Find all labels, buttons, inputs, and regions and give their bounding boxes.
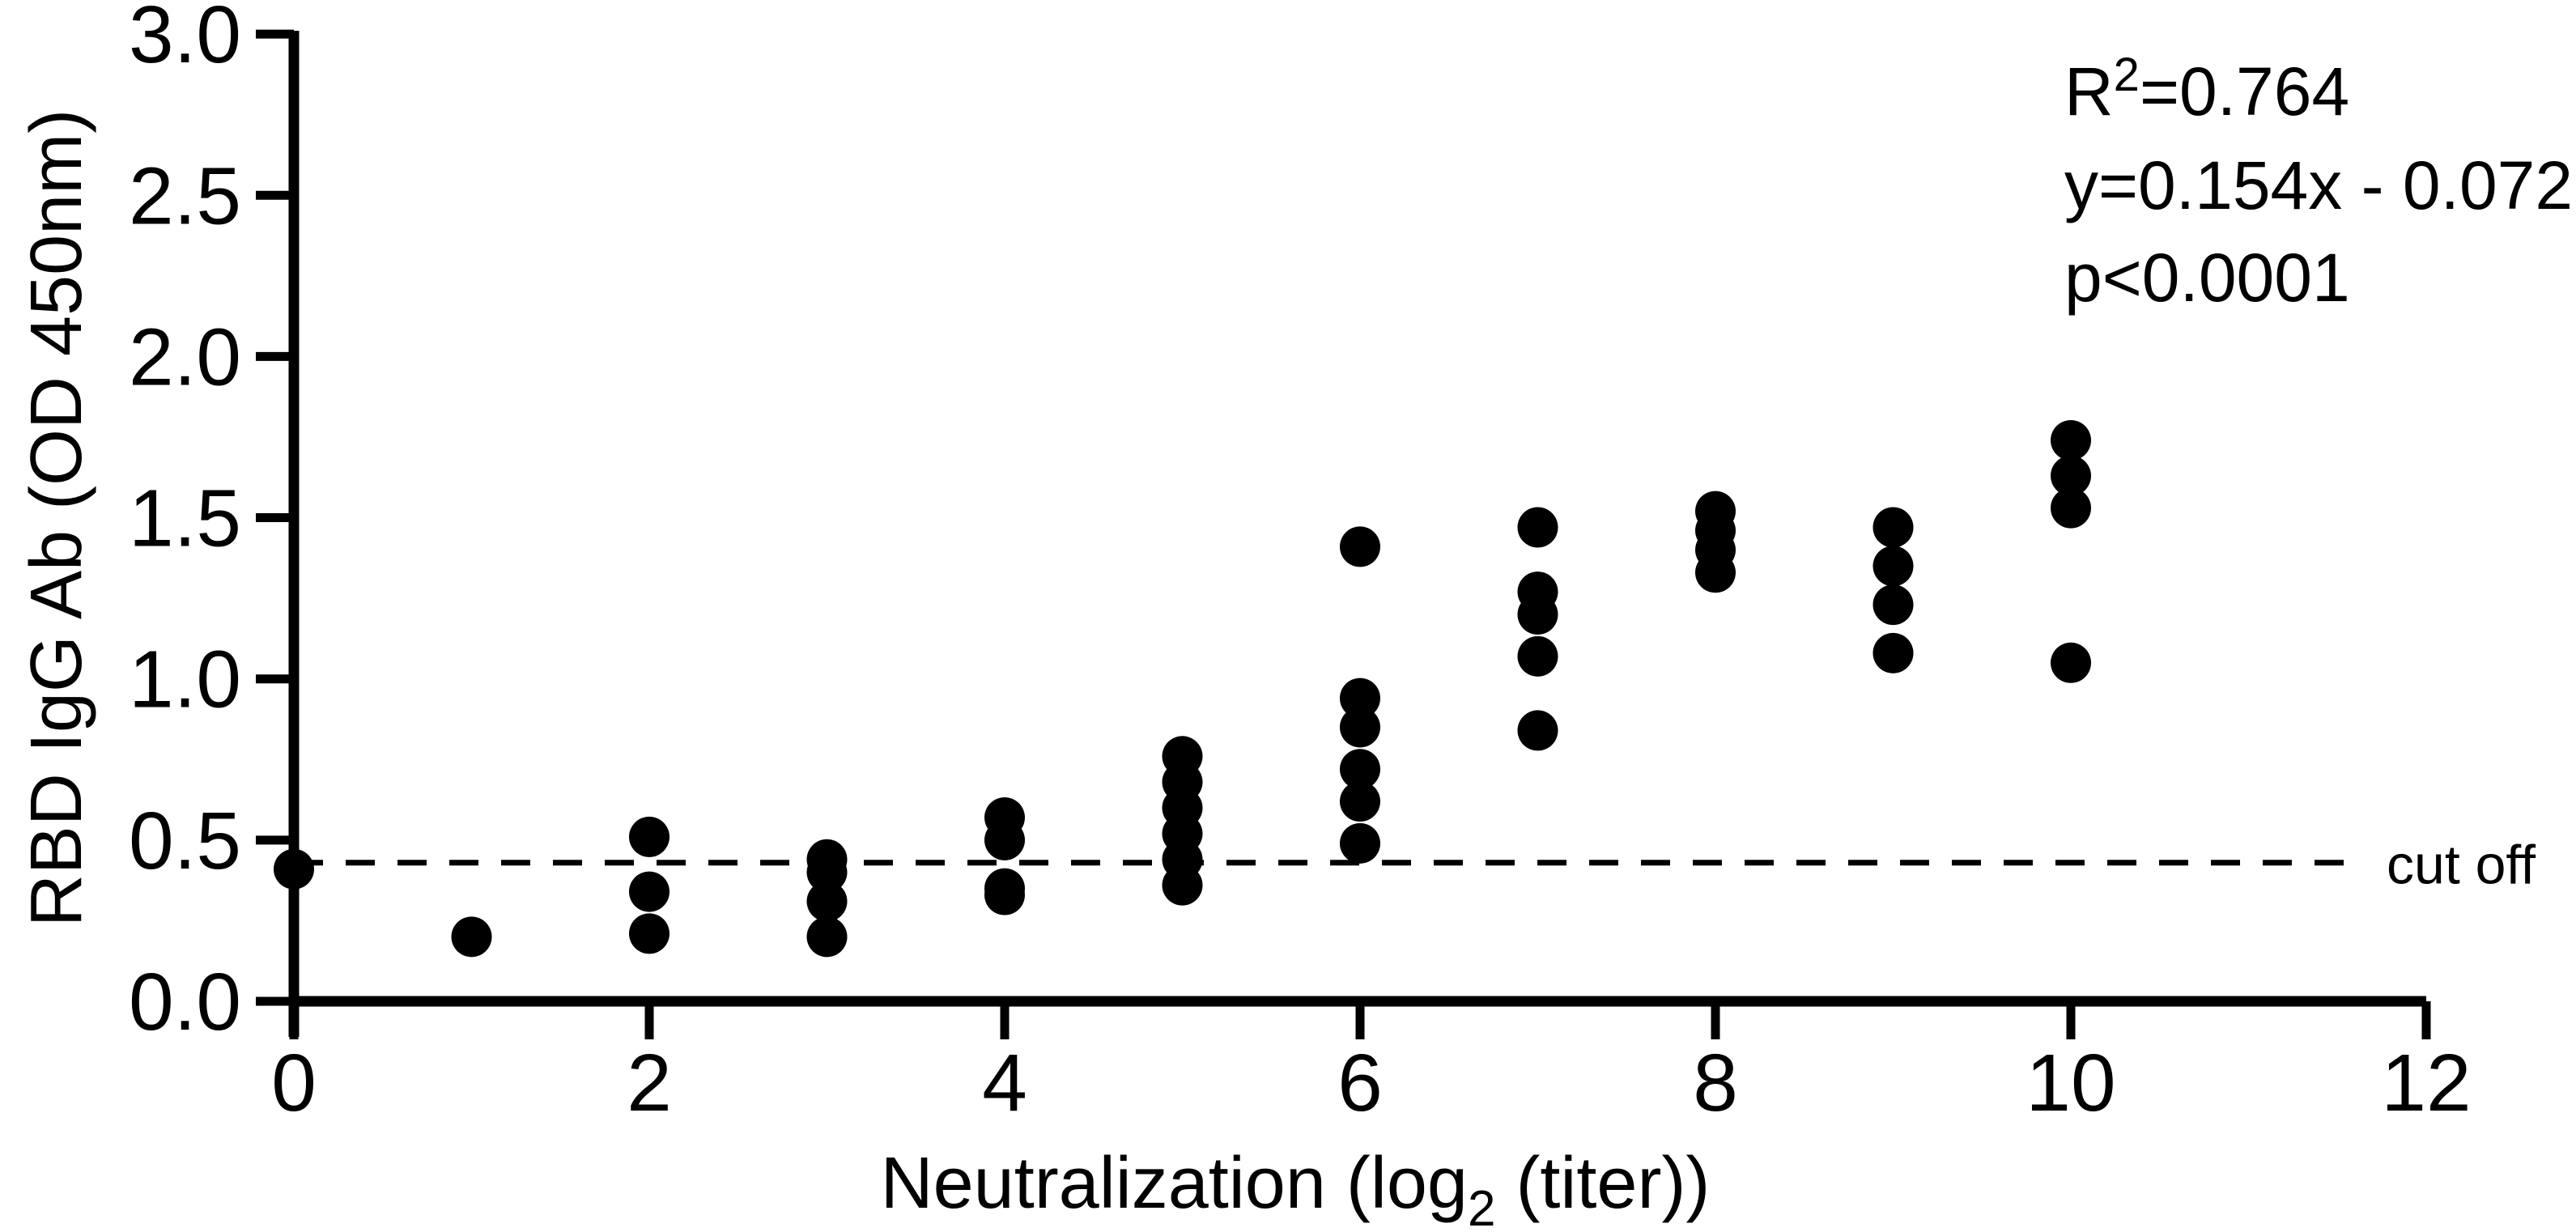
x-axis-title: Neutralization (log2 (titer)) bbox=[881, 1143, 1711, 1228]
data-point bbox=[1340, 822, 1380, 864]
r-squared-value: =0.764 bbox=[2140, 53, 2349, 130]
data-point bbox=[1872, 546, 1914, 587]
cutoff-label: cut off bbox=[2387, 835, 2536, 896]
data-point bbox=[629, 871, 670, 912]
data-point bbox=[629, 816, 670, 857]
x-tick-label: 4 bbox=[982, 1038, 1027, 1128]
data-points bbox=[274, 419, 2091, 958]
data-point bbox=[806, 881, 848, 922]
y-axis-title: RBD IgG Ab (OD 450nm) bbox=[16, 109, 97, 927]
data-point bbox=[984, 874, 1025, 916]
x-axis-ticks bbox=[289, 1001, 2431, 1039]
y-axis-tick-labels: 0.0 0.5 1.0 1.5 2.0 2.5 3.0 bbox=[129, 0, 241, 1047]
data-point bbox=[1517, 594, 1558, 635]
data-point bbox=[2051, 455, 2091, 496]
data-point bbox=[2051, 419, 2091, 461]
data-point bbox=[1872, 632, 1914, 673]
x-axis-title-subscript: 2 bbox=[1468, 1181, 1495, 1228]
data-point bbox=[1340, 707, 1380, 748]
regression-equation: y=0.154x - 0.072 bbox=[2064, 147, 2573, 223]
y-tick-label: 0.0 bbox=[129, 957, 241, 1047]
y-tick-label: 0.5 bbox=[129, 796, 241, 886]
x-tick-label: 2 bbox=[627, 1038, 672, 1128]
r-squared-base: R bbox=[2064, 53, 2114, 130]
data-point bbox=[2051, 487, 2091, 529]
y-tick-label: 3.0 bbox=[129, 0, 241, 80]
data-point bbox=[806, 852, 848, 893]
y-axis-ticks bbox=[256, 29, 294, 1006]
data-point bbox=[1517, 635, 1558, 677]
data-point bbox=[274, 848, 314, 890]
r-squared-exponent: 2 bbox=[2114, 49, 2140, 101]
x-tick-label: 8 bbox=[1693, 1038, 1738, 1128]
data-point bbox=[806, 916, 848, 958]
x-tick-label: 6 bbox=[1337, 1038, 1383, 1128]
y-tick-label: 1.5 bbox=[129, 474, 241, 564]
x-tick-label: 12 bbox=[2381, 1038, 2471, 1128]
r-squared-line: R2=0.764 bbox=[2064, 49, 2349, 130]
y-tick-label: 1.0 bbox=[129, 635, 241, 725]
data-point bbox=[1340, 678, 1380, 719]
y-tick-label: 2.5 bbox=[129, 151, 241, 241]
data-point bbox=[1872, 507, 1914, 548]
stats-annotation: R2=0.764 y=0.154x - 0.072 p<0.0001 bbox=[2064, 49, 2573, 316]
x-tick-label: 0 bbox=[271, 1038, 317, 1128]
data-point bbox=[1872, 584, 1914, 626]
data-point bbox=[1340, 749, 1380, 790]
x-axis-tick-labels: 0 2 4 6 8 10 12 bbox=[271, 1038, 2471, 1128]
data-point bbox=[629, 913, 670, 954]
y-tick-label: 2.0 bbox=[129, 312, 241, 402]
data-point bbox=[1695, 552, 1736, 593]
data-point bbox=[1517, 507, 1558, 548]
x-axis-title-post: (titer)) bbox=[1495, 1143, 1710, 1224]
data-point bbox=[1340, 781, 1380, 822]
x-tick-label: 10 bbox=[2026, 1038, 2115, 1128]
p-value: p<0.0001 bbox=[2064, 240, 2350, 316]
data-point bbox=[2051, 642, 2091, 683]
x-axis-title-pre: Neutralization (log bbox=[881, 1143, 1468, 1224]
data-point bbox=[984, 819, 1025, 860]
data-point bbox=[1340, 526, 1380, 567]
data-point bbox=[1517, 710, 1558, 751]
data-point bbox=[1162, 865, 1203, 906]
data-point bbox=[451, 916, 492, 958]
